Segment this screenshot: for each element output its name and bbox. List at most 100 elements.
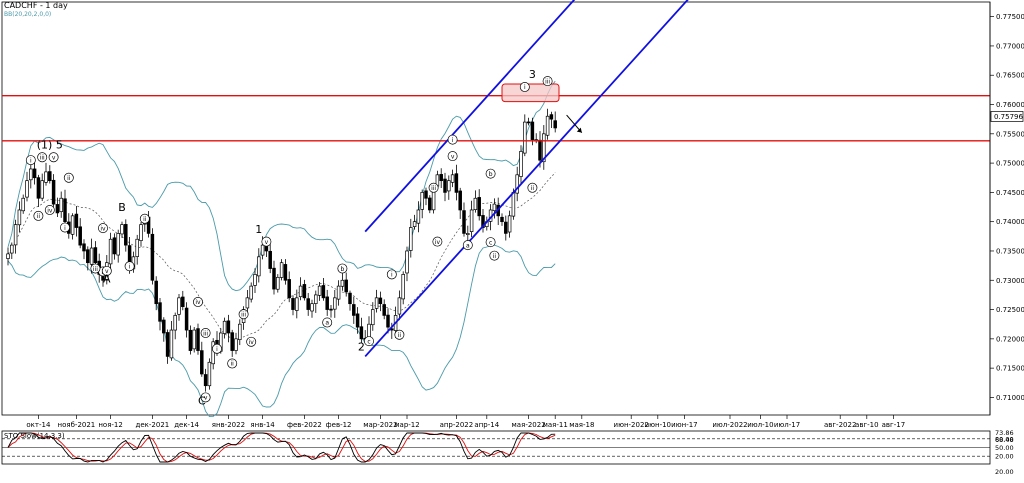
x-tick-label: авг-2022 bbox=[824, 421, 856, 429]
wave-label-text: iv bbox=[100, 225, 106, 232]
candle-body bbox=[55, 204, 60, 214]
wave-label-circle bbox=[238, 309, 249, 320]
candle-body bbox=[291, 298, 295, 310]
wave-label-circle bbox=[227, 358, 238, 369]
indicator-params: BB(20,20,2,0,0) bbox=[4, 11, 52, 18]
candle-body bbox=[519, 151, 523, 177]
oscillator-tick-label: 20.00 bbox=[995, 468, 1014, 476]
wave-label-text: b bbox=[489, 171, 493, 178]
wave-label-text: i bbox=[391, 272, 393, 279]
wave-label-circle bbox=[489, 250, 500, 261]
candle-body bbox=[336, 285, 341, 300]
candle-body bbox=[428, 197, 432, 211]
wave-label-circle bbox=[527, 182, 538, 193]
wave-label-text: i bbox=[524, 84, 526, 91]
x-tick-label: дек-2021 bbox=[136, 421, 170, 429]
candle-body bbox=[36, 177, 41, 199]
candle-body bbox=[13, 224, 18, 246]
candle-body bbox=[238, 323, 242, 340]
y-tick-label: 0.76500 bbox=[996, 72, 1024, 80]
candle-body bbox=[374, 297, 379, 309]
candle-body bbox=[249, 285, 253, 300]
oscillator-tick-label: 68.48 bbox=[995, 436, 1014, 444]
candle-body bbox=[287, 279, 291, 299]
candle-body bbox=[553, 120, 557, 129]
candle-body bbox=[317, 285, 322, 296]
candle-body bbox=[412, 221, 417, 227]
wave-label-text: c bbox=[489, 239, 492, 246]
candle-body bbox=[473, 197, 478, 210]
wave-label-text: iii bbox=[203, 330, 208, 337]
x-tick-label: янв-14 bbox=[250, 421, 275, 429]
wave-label-circle bbox=[124, 261, 135, 272]
x-tick-label: авг-10 bbox=[855, 421, 879, 429]
candle-body bbox=[40, 180, 44, 199]
x-tick-label: мар-2022 bbox=[363, 421, 397, 429]
x-tick-label: фев-2022 bbox=[287, 421, 322, 429]
candle-body bbox=[276, 276, 280, 290]
candle-body bbox=[108, 238, 113, 265]
candle-body bbox=[462, 210, 466, 234]
wave-label-text: iii bbox=[431, 185, 436, 192]
wave-key-label: 2 bbox=[358, 341, 365, 354]
candle-body bbox=[135, 238, 139, 257]
candle-body bbox=[333, 297, 337, 310]
candle-body bbox=[504, 221, 508, 234]
wave-label-text: i bbox=[129, 264, 131, 271]
x-tick-label: мар-12 bbox=[394, 421, 419, 429]
candle-body bbox=[70, 215, 75, 235]
candle-body bbox=[511, 192, 516, 217]
x-tick-label: мая-11 bbox=[543, 421, 568, 429]
candle-body bbox=[93, 247, 98, 264]
wave-label-circle bbox=[364, 336, 374, 347]
wave-label-circle bbox=[485, 237, 496, 248]
wave-key-label: (1) 5 bbox=[37, 138, 63, 151]
candle-body bbox=[116, 233, 120, 256]
projection-arrow-head bbox=[576, 127, 582, 133]
candle-body bbox=[48, 171, 52, 182]
wave-label-circle bbox=[462, 240, 473, 251]
x-tick-label: июл-17 bbox=[774, 421, 800, 429]
x-tick-label: апр-2022 bbox=[440, 421, 474, 429]
y-tick-label: 0.71000 bbox=[996, 394, 1024, 402]
candle-body bbox=[59, 197, 63, 213]
wave-label-text: iii bbox=[545, 78, 550, 85]
y-tick-label: 0.74000 bbox=[996, 218, 1024, 226]
wave-label-circle bbox=[261, 236, 272, 247]
x-tick-label: июн-2022 bbox=[614, 421, 649, 429]
wave-label-text: i bbox=[452, 137, 454, 144]
x-tick-label: апр-14 bbox=[474, 421, 499, 429]
candle-body bbox=[542, 133, 546, 163]
wave-label-text: a bbox=[325, 320, 329, 327]
candle-body bbox=[272, 267, 276, 290]
candle-body bbox=[51, 179, 56, 205]
y-tick-label: 0.72500 bbox=[996, 306, 1024, 314]
candle-body bbox=[515, 174, 519, 194]
wave-label-text: i bbox=[216, 346, 218, 353]
wave-label-circle bbox=[90, 263, 101, 274]
x-tick-label: мая-18 bbox=[569, 421, 594, 429]
wave-key-label: C bbox=[198, 394, 206, 407]
x-tick-label: июн-17 bbox=[671, 421, 697, 429]
candle-body bbox=[268, 250, 272, 269]
candle-body bbox=[29, 168, 33, 181]
wave-label-circle bbox=[37, 152, 48, 163]
x-tick-label: дек-14 bbox=[174, 421, 199, 429]
candle-body bbox=[207, 361, 212, 387]
wave-label-circle bbox=[337, 263, 348, 274]
y-tick-label: 0.77500 bbox=[996, 13, 1024, 21]
candle-body bbox=[222, 320, 227, 334]
oscillator-tick-label: 50.00 bbox=[995, 444, 1014, 452]
wave-label-circle bbox=[386, 269, 397, 280]
y-tick-label: 0.74500 bbox=[996, 189, 1024, 197]
wave-label-circle bbox=[322, 317, 333, 328]
candle-body bbox=[500, 216, 504, 223]
wave-label-circle bbox=[542, 76, 553, 87]
candle-body bbox=[173, 315, 177, 331]
candle-body bbox=[200, 350, 204, 375]
oscillator-k-line bbox=[7, 432, 556, 463]
oscillator-tick-label: 80.00 bbox=[995, 435, 1014, 443]
wave-label-text: b bbox=[340, 266, 344, 273]
wave-label-circle bbox=[63, 172, 74, 183]
